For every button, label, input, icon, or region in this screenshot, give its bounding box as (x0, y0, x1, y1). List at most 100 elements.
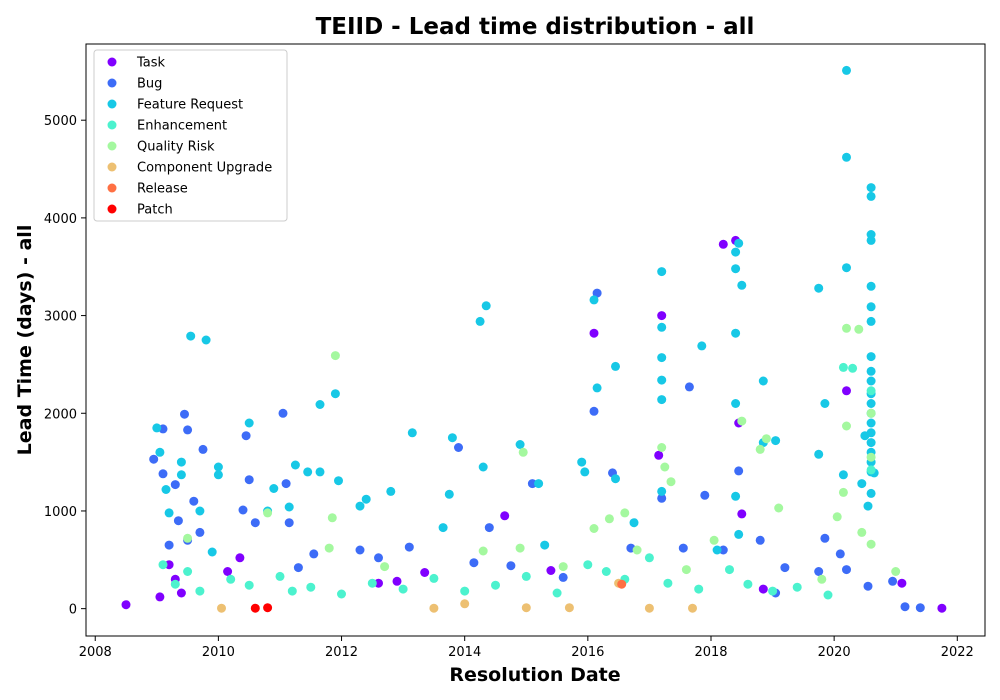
x-axis-ticks: 2008 2010 2012 2014 2016 2018 2020 2022 (79, 636, 974, 660)
data-point (888, 576, 898, 586)
data-point (734, 466, 744, 476)
data-point (170, 480, 180, 490)
data-point (250, 603, 260, 613)
data-point (823, 590, 833, 600)
data-point (866, 366, 876, 376)
data-point (731, 328, 741, 338)
data-point (195, 586, 205, 596)
data-point (223, 567, 233, 576)
data-point (337, 589, 346, 599)
legend-entry: Enhancement (137, 119, 227, 134)
data-point (380, 562, 390, 572)
data-point (854, 324, 864, 334)
series-release (617, 579, 627, 589)
data-points (121, 65, 947, 613)
data-point (238, 505, 248, 515)
data-point (580, 467, 590, 477)
data-point (324, 543, 334, 553)
data-point (709, 535, 719, 545)
data-point (201, 335, 211, 345)
data-point (540, 540, 550, 550)
data-point (176, 457, 186, 467)
data-point (832, 512, 842, 522)
legend-marker (107, 99, 117, 109)
data-point (601, 567, 611, 576)
data-point (327, 513, 337, 523)
x-tick-label: 2010 (202, 645, 235, 660)
data-point (552, 588, 562, 598)
data-point (866, 316, 876, 326)
data-point (226, 574, 236, 584)
data-point (814, 283, 824, 293)
data-point (444, 489, 454, 499)
data-point (158, 560, 168, 570)
legend-entry: Quality Risk (137, 140, 215, 155)
legend-entry: Feature Request (137, 98, 243, 113)
data-point (866, 408, 876, 418)
data-point (284, 502, 294, 512)
y-axis-label: Lead Time (days) - all (14, 225, 36, 456)
data-point (420, 568, 430, 577)
data-point (897, 578, 907, 588)
data-point (663, 578, 673, 588)
data-point (866, 539, 876, 549)
data-point (278, 408, 288, 418)
data-point (589, 295, 599, 305)
data-point (866, 386, 876, 396)
data-point (838, 470, 848, 480)
data-point (697, 341, 707, 351)
data-point (577, 457, 587, 467)
data-point (244, 475, 254, 485)
data-point (589, 524, 599, 533)
x-tick-label: 2020 (818, 645, 851, 660)
data-point (657, 486, 667, 496)
data-point (484, 523, 494, 533)
data-point (657, 443, 667, 452)
data-point (149, 454, 159, 464)
x-tick-label: 2016 (571, 645, 604, 660)
data-point (866, 352, 876, 362)
data-point (589, 406, 599, 416)
data-point (835, 549, 845, 559)
data-point (755, 444, 765, 454)
data-point (186, 331, 196, 341)
legend-entry: Component Upgrade (137, 161, 272, 176)
data-point (866, 281, 876, 291)
data-point (866, 376, 876, 386)
legend-marker (107, 162, 117, 172)
data-point (263, 603, 273, 613)
data-point (866, 418, 876, 428)
data-point (758, 584, 768, 594)
chart-title: TEIID - Lead time distribution - all (316, 14, 755, 40)
y-axis-ticks: 0 1000 2000 3000 4000 5000 (44, 114, 86, 618)
legend-entry: Release (137, 182, 188, 197)
data-point (820, 399, 830, 408)
data-point (407, 428, 417, 438)
data-point (506, 561, 516, 571)
data-point (374, 553, 383, 563)
data-point (213, 462, 223, 472)
x-tick-label: 2018 (694, 645, 727, 660)
data-point (217, 603, 226, 613)
series-feature-request (152, 65, 879, 557)
data-point (620, 508, 630, 518)
data-point (731, 264, 741, 274)
data-point (481, 301, 491, 311)
data-point (367, 578, 377, 588)
data-point (290, 460, 300, 470)
data-point (207, 547, 217, 557)
series-task (121, 235, 947, 613)
data-point (937, 603, 947, 613)
data-point (558, 572, 568, 582)
data-point (734, 529, 744, 539)
data-point (857, 527, 867, 537)
data-point (269, 484, 279, 493)
data-point (303, 467, 313, 477)
data-point (700, 490, 710, 500)
series-enhancement (158, 362, 876, 600)
data-point (731, 491, 741, 501)
data-point (866, 191, 876, 201)
data-point (164, 540, 174, 550)
data-point (866, 399, 876, 408)
data-point (611, 474, 620, 484)
